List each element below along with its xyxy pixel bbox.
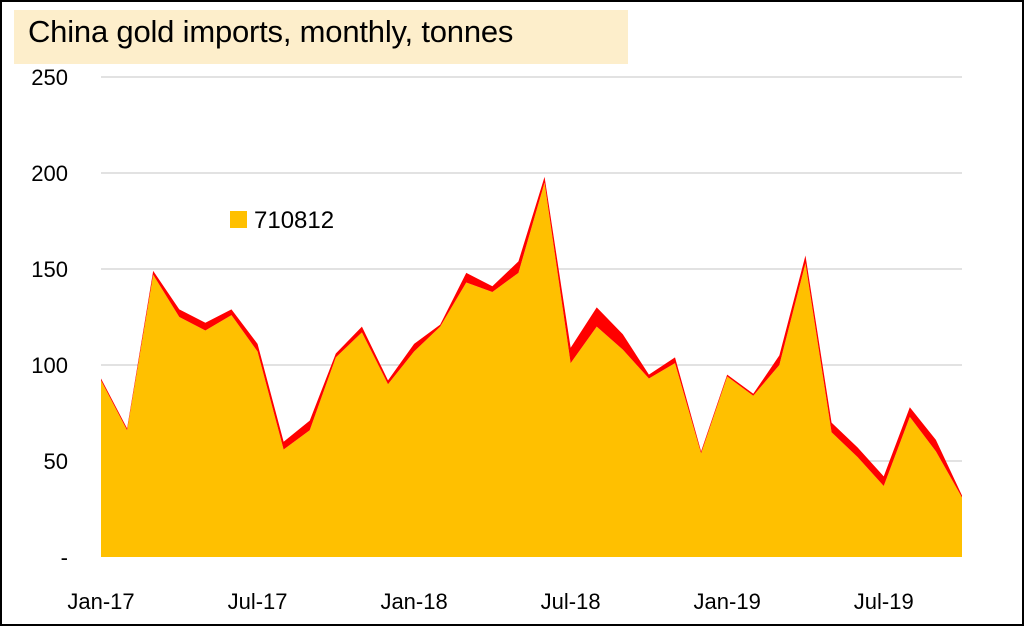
title-background	[14, 10, 628, 64]
x-tick-label-jan-18: Jan-18	[380, 589, 447, 614]
y-tick-label-150: 150	[31, 257, 68, 282]
x-tick-label-jul-17: Jul-17	[228, 589, 288, 614]
x-tick-label-jan-19: Jan-19	[694, 589, 761, 614]
x-tick-label-jul-19: Jul-19	[854, 589, 914, 614]
y-tick-label-0: -	[61, 545, 68, 570]
area-series-710812	[101, 182, 962, 557]
x-tick-label-jul-18: Jul-18	[541, 589, 601, 614]
x-tick-label-jan-17: Jan-17	[67, 589, 134, 614]
y-tick-label-250: 250	[31, 65, 68, 90]
y-tick-label-200: 200	[31, 161, 68, 186]
y-tick-label-50: 50	[44, 449, 68, 474]
y-tick-label-100: 100	[31, 353, 68, 378]
legend-swatch-710812	[230, 211, 247, 228]
legend-label-710812: 710812	[254, 207, 334, 234]
chart-title: China gold imports, monthly, tonnes	[28, 14, 514, 49]
